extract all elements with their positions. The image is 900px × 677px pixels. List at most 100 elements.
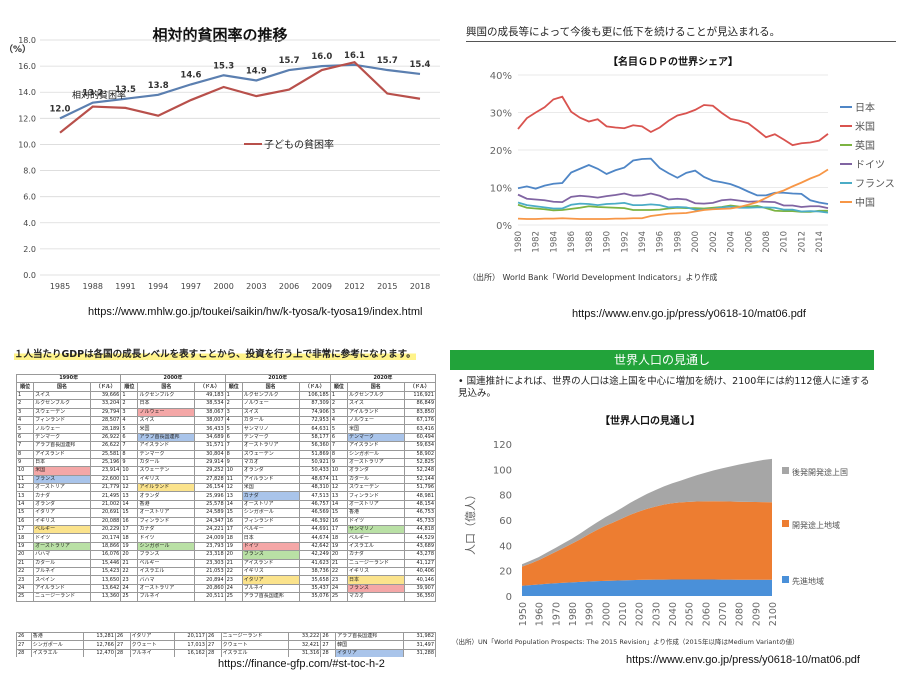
y-tick-label: 12.0 (18, 114, 36, 123)
x-tick-label: 2100 (768, 602, 779, 626)
rank-cell: 27 (205, 640, 222, 650)
y-tick-label: 4.0 (23, 219, 36, 228)
rank-cell: 3 (329, 407, 349, 417)
rank-cell: 14 (224, 499, 243, 510)
table-row: 8 アイスランド 25,581 8 デンマーク 30,804 8 スウェーデン 51,869 8 シ… (15, 449, 437, 459)
country-cell: 米国 (241, 483, 300, 493)
value-cell: 43,689 (403, 541, 437, 552)
column-subheader: （ドル） (403, 382, 437, 392)
rank-cell: 3 (224, 407, 243, 417)
gdp-ranking-table: 1990年 2000年 2010年 2020年 順位 国名 （ドル） 順位 国名 （ドル） 順位 国名… (15, 373, 437, 602)
country-cell: イスラエル (137, 566, 196, 577)
country-cell: イタリア (241, 575, 300, 585)
rank-cell: 25 (15, 592, 35, 602)
value-cell: 26,922 (89, 432, 122, 443)
rank-cell: 1 (329, 390, 349, 401)
rank-cell: 2 (120, 399, 139, 409)
country-cell: アラブ首長国連邦 (33, 441, 91, 451)
y-tick-label: 80 (499, 491, 512, 502)
gdp-source-note: （出所） World Bank「World Development Indica… (468, 273, 718, 282)
series-line-1 (59, 63, 421, 120)
source-url-1[interactable]: https://www.mhlw.go.jp/toukei/saikin/hw/… (88, 306, 423, 318)
y-tick-label: 40% (490, 71, 512, 82)
country-cell: スイス (347, 399, 405, 409)
country-cell: イギリス (347, 566, 405, 577)
rank-cell: 10 (329, 466, 349, 476)
x-tick-label: 1980 (568, 602, 579, 626)
rank-cell: 22 (15, 566, 35, 577)
chart-title: 相対的貧困率の推移 (152, 26, 287, 44)
country-cell: イスラエル (347, 541, 405, 552)
country-cell: ノルウェー (241, 399, 300, 409)
table-row: 20 バハマ 16,076 20 フランス 23,318 20 フランス 42,249 20 カナダ… (15, 550, 437, 560)
rank-cell: 19 (15, 541, 35, 552)
rank-cell: 28 (16, 648, 32, 657)
rank-cell: 2 (224, 399, 243, 409)
country-cell: デンマーク (347, 432, 405, 443)
country-cell: スイス (33, 390, 91, 401)
gdp-ranking-table-extra: 26 香港 13,281 26 イタリア 20,117 26 ニュージーランド 33,222 26… (16, 632, 436, 657)
rank-cell: 24 (15, 583, 35, 594)
value-cell: 46,753 (403, 508, 437, 518)
legend-swatch (782, 576, 789, 583)
data-label: 12.0 (50, 104, 71, 114)
country-cell: オランダ (347, 466, 405, 476)
chart-title: 【世界人口の見通し】 (600, 414, 700, 427)
country-cell: 米国 (347, 424, 405, 434)
x-tick-label: 1992 (620, 231, 630, 253)
table-subheader-row: 順位 国名 （ドル） 順位 国名 （ドル） 順位 国名 （ドル） 順位 国名 （ドル） (15, 382, 437, 392)
source-url-2[interactable]: https://www.env.go.jp/press/y0618-10/mat… (572, 308, 806, 320)
x-tick-label: 2012 (344, 282, 364, 291)
rank-cell: 14 (329, 499, 349, 510)
legend-label: 日本 (855, 101, 875, 114)
rank-cell: 26 (205, 632, 222, 642)
gdp-header-text: 興国の成長等によって今後も更に低下を続けることが見込まれる。 (466, 24, 896, 42)
rank-cell: 11 (15, 474, 35, 485)
source-url-4[interactable]: https://www.env.go.jp/press/y0618-10/mat… (626, 654, 860, 666)
country-cell: ベルギー (347, 533, 405, 543)
bullet-marker: • (458, 376, 467, 387)
value-cell: 28,507 (89, 415, 122, 426)
gdp-share-chart: 【名目ＧＤＰの世界シェア】 0% 10% 20% 30% 40% 1980 1982 1984 1… (490, 55, 895, 253)
country-cell: スペイン (33, 575, 91, 585)
value-cell: 38,007 (194, 415, 226, 426)
value-cell: 28,189 (89, 424, 122, 434)
rank-cell: 18 (120, 533, 139, 543)
rank-cell: 21 (329, 558, 349, 569)
rank-cell: 6 (224, 432, 243, 443)
x-tick-label: 1984 (549, 231, 559, 253)
country-cell: ニュージーランド (220, 632, 290, 642)
x-tick-label: 1996 (656, 231, 666, 253)
legend-label: 後発開発途上国 (792, 467, 848, 477)
country-cell: デンマーク (137, 449, 196, 459)
value-cell: 40,146 (403, 575, 437, 585)
rank-cell: 5 (224, 424, 243, 434)
rank-cell: 15 (329, 508, 349, 518)
value-cell: 48,154 (403, 499, 437, 510)
table-row: 23 スペイン 13,650 23 バハマ 20,894 23 イタリア 35,658 23 日本 4… (15, 575, 437, 585)
legend-label: ドイツ (855, 160, 885, 171)
value-cell: 25,578 (194, 499, 226, 510)
x-tick-label: 2020 (635, 602, 646, 626)
value-cell: 25,581 (89, 449, 122, 459)
x-tick-label: 2000 (213, 282, 233, 291)
source-url-3[interactable]: https://finance-gfp.com/#st-toc-h-2 (218, 658, 385, 670)
rank-cell: 11 (120, 474, 139, 485)
year-header: 1990年 (15, 373, 122, 384)
value-cell: 38,067 (194, 407, 226, 417)
rank-cell: 20 (224, 550, 243, 560)
country-cell: アイルランド (241, 474, 300, 485)
rank-cell: 7 (15, 441, 35, 451)
rank-cell: 25 (120, 592, 139, 602)
rank-cell: 3 (15, 407, 35, 417)
legend-label: 英国 (855, 139, 875, 152)
data-label: 16.1 (344, 51, 365, 61)
table-row: 27 シンガポール 12,766 27 クウェート 17,013 27 クウェート 32,421… (16, 640, 436, 650)
x-tick-label: 2080 (735, 602, 746, 626)
country-cell: スイス (241, 407, 300, 417)
x-tick-label: 2050 (685, 602, 696, 626)
value-cell: 83,850 (403, 407, 437, 417)
rank-cell: 17 (15, 525, 35, 535)
country-cell: カタール (241, 415, 300, 426)
rank-cell: 16 (329, 516, 349, 527)
